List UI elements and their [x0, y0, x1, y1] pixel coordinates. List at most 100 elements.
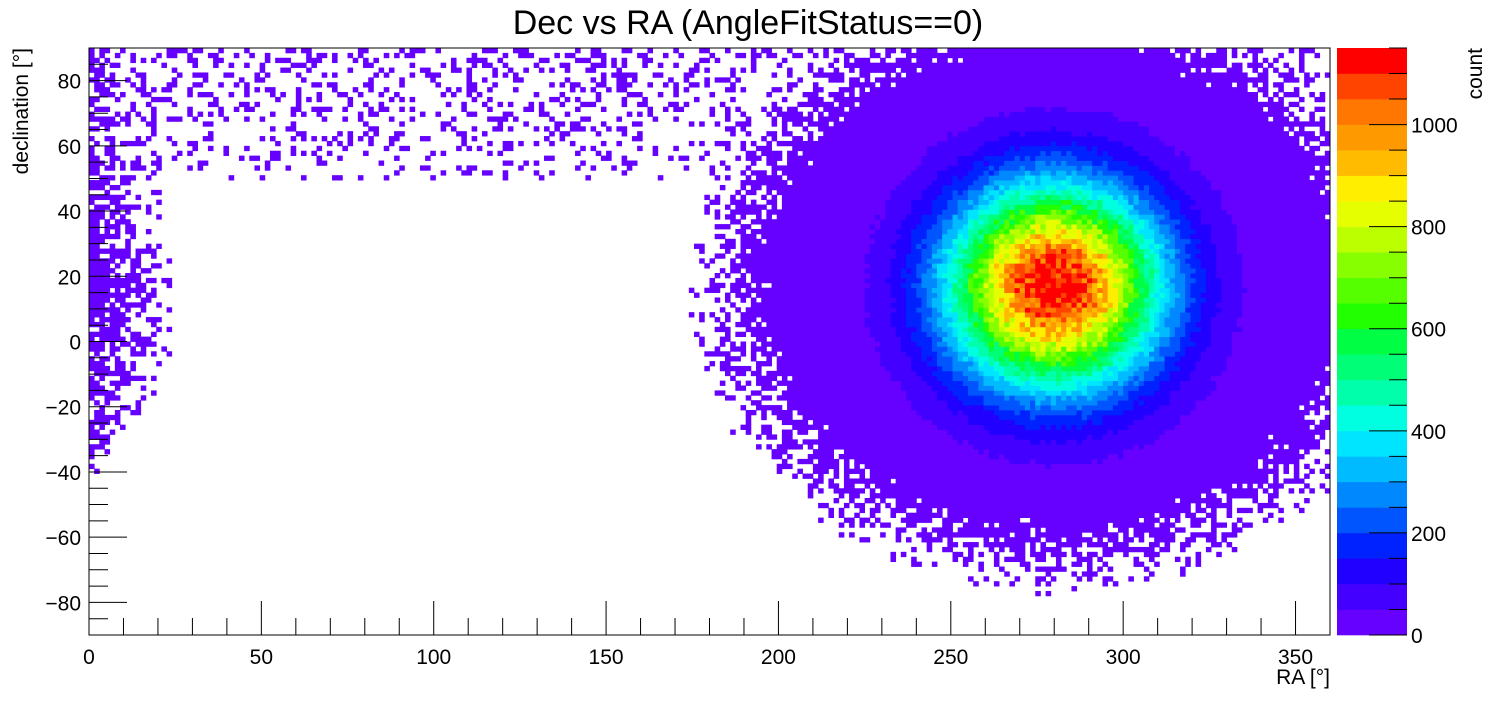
- heatmap-cell: [756, 302, 762, 308]
- heatmap-cell: [900, 189, 907, 196]
- heatmap-cell: [869, 263, 876, 269]
- heatmap-cell: [890, 224, 897, 230]
- heatmap-cell: [874, 238, 881, 245]
- heatmap-cell: [761, 385, 767, 391]
- heatmap-cell: [926, 532, 933, 538]
- heatmap-cell: [802, 233, 809, 240]
- heatmap-cell: [735, 282, 741, 289]
- heatmap-cell: [792, 439, 798, 445]
- heatmap-cell: [968, 126, 974, 132]
- heatmap-cell: [725, 248, 731, 254]
- heatmap-cell: [828, 370, 834, 377]
- heatmap-cell: [725, 317, 731, 323]
- heatmap-cell: [704, 82, 710, 88]
- heatmap-cell: [942, 77, 948, 83]
- heatmap-cell: [833, 194, 840, 201]
- heatmap-cell: [895, 507, 902, 514]
- heatmap-cell: [730, 131, 736, 137]
- heatmap-cell: [823, 409, 829, 416]
- heatmap-cell: [942, 351, 948, 357]
- heatmap-cell: [833, 317, 840, 323]
- heatmap-cell: [631, 121, 638, 127]
- heatmap-cell: [704, 209, 710, 215]
- heatmap-cell: [332, 82, 338, 88]
- heatmap-cell: [616, 126, 622, 132]
- heatmap-cell: [130, 277, 136, 284]
- heatmap-cell: [554, 52, 560, 59]
- heatmap-cell: [761, 361, 767, 367]
- heatmap-cell: [968, 449, 974, 455]
- heatmap-cell: [957, 273, 964, 279]
- heatmap-cell: [781, 165, 788, 171]
- heatmap-cell: [440, 170, 447, 176]
- heatmap-cell: [104, 194, 111, 201]
- heatmap-cell: [94, 321, 100, 328]
- heatmap-cell: [957, 346, 964, 352]
- heatmap-cell: [869, 253, 876, 259]
- heatmap-cell: [776, 370, 783, 377]
- heatmap-cell: [942, 150, 948, 157]
- heatmap-cell: [750, 400, 757, 406]
- heatmap-cell: [931, 273, 938, 279]
- heatmap-cell: [849, 405, 855, 411]
- heatmap-cell: [947, 463, 953, 470]
- heatmap-cell: [849, 336, 855, 342]
- heatmap-cell: [931, 419, 938, 426]
- heatmap-cell: [957, 458, 964, 465]
- heatmap-cell: [745, 409, 752, 416]
- heatmap-cell: [114, 409, 121, 416]
- heatmap-cell: [885, 478, 891, 484]
- heatmap-cell: [895, 224, 902, 230]
- heatmap-cell: [916, 409, 922, 416]
- heatmap-cell: [880, 498, 886, 504]
- heatmap-cell: [900, 194, 907, 201]
- heatmap-cell: [833, 390, 840, 396]
- heatmap-cell: [781, 307, 788, 313]
- heatmap-cell: [828, 429, 834, 435]
- heatmap-cell: [849, 209, 855, 215]
- heatmap-cell: [947, 473, 953, 479]
- heatmap-cell: [787, 326, 793, 333]
- heatmap-cell: [797, 155, 803, 161]
- heatmap-cell: [869, 400, 876, 406]
- heatmap-cell: [869, 317, 876, 323]
- heatmap-cell: [807, 131, 814, 137]
- heatmap-cell: [818, 307, 824, 313]
- heatmap-cell: [952, 454, 959, 460]
- heatmap-cell: [854, 189, 860, 196]
- heatmap-cell: [616, 116, 622, 122]
- heatmap-cell: [756, 184, 762, 191]
- heatmap-cell: [859, 248, 866, 254]
- heatmap-cell: [905, 48, 912, 54]
- heatmap-cell: [662, 52, 669, 59]
- heatmap-cell: [900, 48, 907, 54]
- heatmap-cell: [885, 263, 891, 269]
- heatmap-cell: [869, 131, 876, 137]
- heatmap-cell: [699, 336, 705, 342]
- heatmap-cell: [947, 370, 953, 377]
- heatmap-cell: [818, 111, 824, 117]
- heatmap-cell: [797, 248, 803, 254]
- heatmap-cell: [890, 248, 897, 254]
- heatmap-cell: [880, 365, 886, 372]
- heatmap-cell: [926, 424, 933, 430]
- heatmap-cell: [869, 48, 876, 54]
- heatmap-cell: [864, 233, 871, 240]
- heatmap-cell: [937, 116, 943, 122]
- heatmap-cell: [900, 184, 907, 191]
- heatmap-cell: [818, 263, 824, 269]
- heatmap-cell: [554, 126, 560, 132]
- heatmap-cell: [781, 429, 788, 435]
- heatmap-cell: [895, 155, 902, 161]
- heatmap-cell: [187, 111, 193, 117]
- heatmap-cell: [895, 287, 902, 293]
- heatmap-cell: [104, 307, 111, 313]
- heatmap-cell: [880, 414, 886, 421]
- heatmap-cell: [797, 429, 803, 435]
- heatmap-cell: [818, 449, 824, 455]
- heatmap-cell: [864, 312, 871, 318]
- heatmap-cell: [797, 365, 803, 372]
- heatmap-cell: [89, 214, 95, 220]
- heatmap-cell: [544, 126, 550, 132]
- heatmap-cell: [740, 214, 747, 220]
